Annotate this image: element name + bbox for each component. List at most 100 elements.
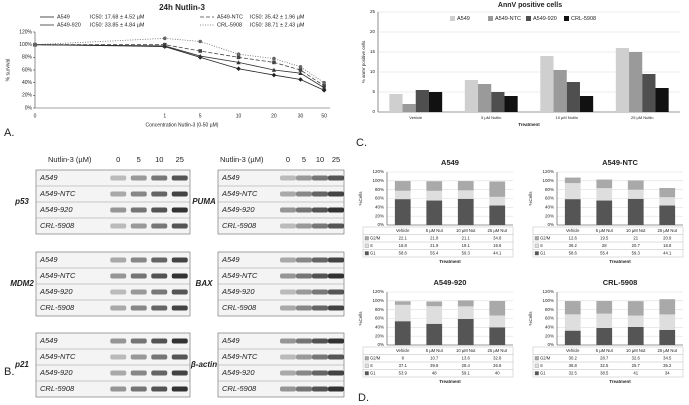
bar-segment — [489, 301, 506, 316]
y-tick-label: 100% — [372, 178, 384, 183]
legend-swatch — [534, 363, 539, 368]
blot-band — [151, 386, 168, 392]
table-cell: 20.7 — [632, 243, 641, 248]
cell-line-label: A549 — [39, 336, 58, 345]
x-axis-label: Treatment — [439, 379, 461, 384]
blot-band — [130, 223, 147, 229]
y-tick-label: 60% — [545, 316, 554, 321]
marker — [298, 65, 303, 69]
legend-label: S — [540, 243, 543, 248]
legend-swatch — [364, 363, 369, 368]
blot-band — [312, 305, 328, 311]
blot-band — [280, 191, 296, 197]
bar-segment — [394, 304, 411, 322]
bar-segment — [457, 181, 474, 191]
cell-line-label: A549 — [221, 336, 240, 345]
bar-segment — [457, 318, 474, 345]
table-cell: 13.6 — [462, 355, 471, 360]
blot-band — [130, 207, 147, 213]
y-tick-label: 20 — [370, 29, 376, 34]
marker — [198, 39, 202, 44]
legend-label: G1 — [540, 250, 546, 255]
cell-line-label: A549 — [39, 255, 58, 264]
y-axis-label: %Cells — [358, 311, 363, 326]
y-tick-label: 15 — [370, 49, 376, 54]
cell-line-label: CRL-5908 — [222, 384, 257, 393]
bar-segment — [564, 314, 581, 331]
blot-band — [312, 386, 328, 392]
blot-band — [280, 175, 296, 181]
legend-swatch — [534, 236, 539, 241]
y-tick-label: 100% — [372, 298, 384, 303]
legend-label: G2/M — [370, 235, 381, 240]
y-tick-label: 120% — [19, 29, 32, 35]
table-cell: 48 — [432, 370, 437, 375]
legend-label: A549-920 — [533, 16, 557, 22]
table-cell: 18.8 — [663, 243, 672, 248]
y-tick-label: 10 — [370, 69, 376, 74]
marker — [236, 55, 241, 60]
bar-segment — [659, 197, 676, 206]
y-axis-label: %Cells — [358, 191, 363, 206]
blot-band — [110, 207, 127, 213]
bar-segment — [564, 301, 581, 315]
bar — [540, 56, 554, 112]
y-tick-label: 20% — [22, 93, 33, 99]
bar — [553, 70, 567, 112]
marker — [298, 77, 303, 82]
bar-segment — [489, 181, 506, 197]
legend-label: G2/M — [540, 235, 551, 240]
dose-label: 25 — [176, 155, 184, 164]
blot-band — [151, 338, 168, 344]
bar — [389, 94, 403, 112]
legend-label: A549 — [57, 14, 70, 20]
table-cell: 12.6 — [569, 235, 578, 240]
bar-segment — [489, 205, 506, 225]
bar-segment — [394, 199, 411, 225]
cell-line-label: CRL-5908 — [40, 221, 75, 230]
blot-band — [296, 370, 312, 376]
blot-band — [151, 175, 168, 181]
x-tick-label: 50 — [321, 113, 327, 119]
table-cell: 53.9 — [399, 370, 408, 375]
blot-band — [328, 207, 344, 213]
legend-ic50: IC50: 38.71 ± 2.43 µM — [250, 22, 305, 28]
legend-swatch — [364, 243, 369, 248]
table-cell: 32.5 — [569, 370, 578, 375]
bar — [579, 96, 594, 112]
blot-band — [296, 386, 312, 392]
table-cell: 37.1 — [399, 363, 408, 368]
cell-line-label: A549-920 — [39, 287, 73, 296]
cell-line-label: A549-NTC — [39, 189, 76, 198]
protein-label: p21 — [14, 360, 29, 369]
blot-band — [130, 338, 147, 344]
y-tick-label: 60% — [22, 67, 33, 73]
chart-title: A549-920 — [434, 278, 467, 287]
table-cell: 28.7 — [600, 355, 609, 360]
blot-band — [280, 289, 296, 295]
bar-segment — [659, 299, 676, 315]
blot-band — [171, 370, 188, 376]
bar — [629, 52, 643, 112]
legend-swatch — [564, 16, 569, 21]
x-tick-label: 5 — [199, 113, 202, 119]
bar-segment — [489, 196, 506, 206]
blot-band — [280, 223, 296, 229]
marker — [271, 67, 277, 72]
blot-band — [110, 191, 127, 197]
bar-segment — [627, 301, 644, 316]
bar-segment — [627, 315, 644, 327]
bar-segment — [596, 200, 613, 225]
marker — [236, 52, 241, 56]
legend-ic50: IC50: 33.85 ± 4.84 µM — [90, 22, 145, 28]
bar-segment — [627, 198, 644, 225]
blot-band — [110, 370, 127, 376]
y-tick-label: 20% — [545, 213, 554, 218]
bar — [615, 48, 630, 112]
table-cell: 40 — [495, 370, 500, 375]
bar-segment — [596, 300, 613, 314]
y-axis-label: % survival — [5, 59, 11, 82]
legend-label: CRL-5908 — [217, 22, 242, 28]
blot-band — [328, 370, 344, 376]
blot-band — [171, 354, 188, 360]
